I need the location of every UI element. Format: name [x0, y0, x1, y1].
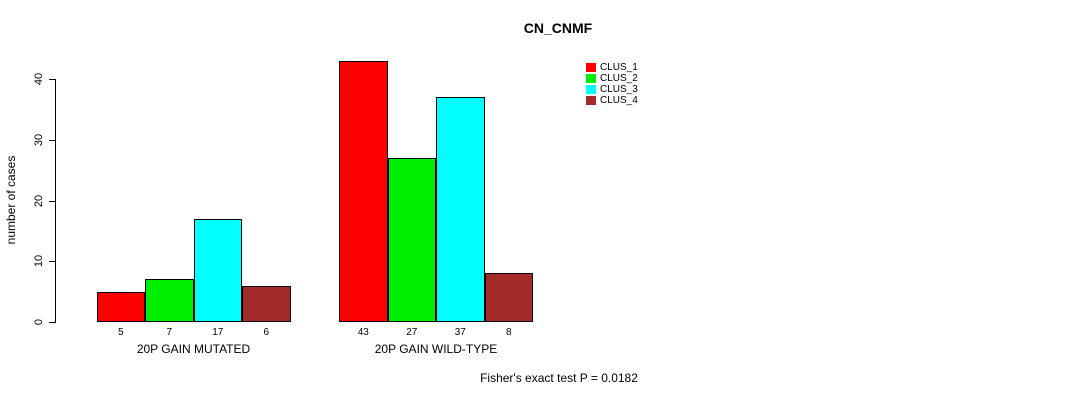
- bar-value-label: 5: [117, 327, 124, 338]
- y-tick-label: 20: [33, 194, 45, 207]
- legend-label: CLUS_2: [600, 73, 638, 84]
- bar-value-label: 37: [454, 327, 466, 338]
- bar-clus_1-group1: [96, 291, 145, 322]
- y-tick-label: 0: [33, 318, 45, 326]
- legend-swatch: [586, 74, 596, 83]
- legend-label: CLUS_4: [600, 95, 638, 106]
- legend-swatch: [586, 96, 596, 105]
- legend-swatch: [586, 85, 596, 94]
- legend-swatch: [586, 63, 596, 72]
- bar-clus_2-group2: [387, 157, 436, 322]
- bar-value-label: 6: [263, 327, 270, 338]
- legend-label: CLUS_1: [600, 62, 638, 73]
- y-tick: [49, 200, 55, 202]
- y-axis-label: number of cases: [4, 155, 18, 245]
- y-tick-label: 40: [33, 72, 45, 86]
- bar-clus_4-group2: [484, 273, 533, 322]
- bar-clus_1-group2: [339, 60, 388, 322]
- stat-annotation: Fisher's exact test P = 0.0182: [480, 371, 638, 385]
- legend-row: CLUS_3: [586, 84, 638, 95]
- bar-clus_2-group1: [145, 279, 194, 322]
- y-tick-label: 10: [33, 255, 45, 268]
- x-category-label: 20P GAIN MUTATED: [136, 342, 251, 356]
- bar-clus_4-group1: [242, 285, 291, 322]
- bar-value-label: 27: [406, 327, 418, 338]
- y-tick: [49, 322, 55, 323]
- bar-clus_3-group1: [193, 218, 242, 322]
- bar-clus_3-group2: [436, 97, 485, 322]
- y-tick-label: 30: [33, 133, 45, 146]
- bar-value-label: 43: [357, 327, 369, 338]
- y-tick: [49, 139, 55, 141]
- legend-row: CLUS_1: [586, 62, 638, 73]
- legend-label: CLUS_3: [600, 84, 638, 95]
- bar-value-label: 17: [212, 327, 224, 338]
- chart-title: CN_CNMF: [523, 20, 593, 36]
- bar-value-label: 8: [505, 327, 512, 338]
- bar-value-label: 7: [166, 327, 173, 338]
- legend-row: CLUS_2: [586, 73, 638, 84]
- legend-row: CLUS_4: [586, 95, 638, 106]
- x-category-label: 20P GAIN WILD-TYPE: [374, 342, 498, 356]
- y-axis-line: [55, 79, 56, 323]
- legend: CLUS_1 CLUS_2 CLUS_3 CLUS_4: [586, 62, 638, 106]
- y-tick: [49, 79, 55, 80]
- y-tick: [49, 261, 55, 263]
